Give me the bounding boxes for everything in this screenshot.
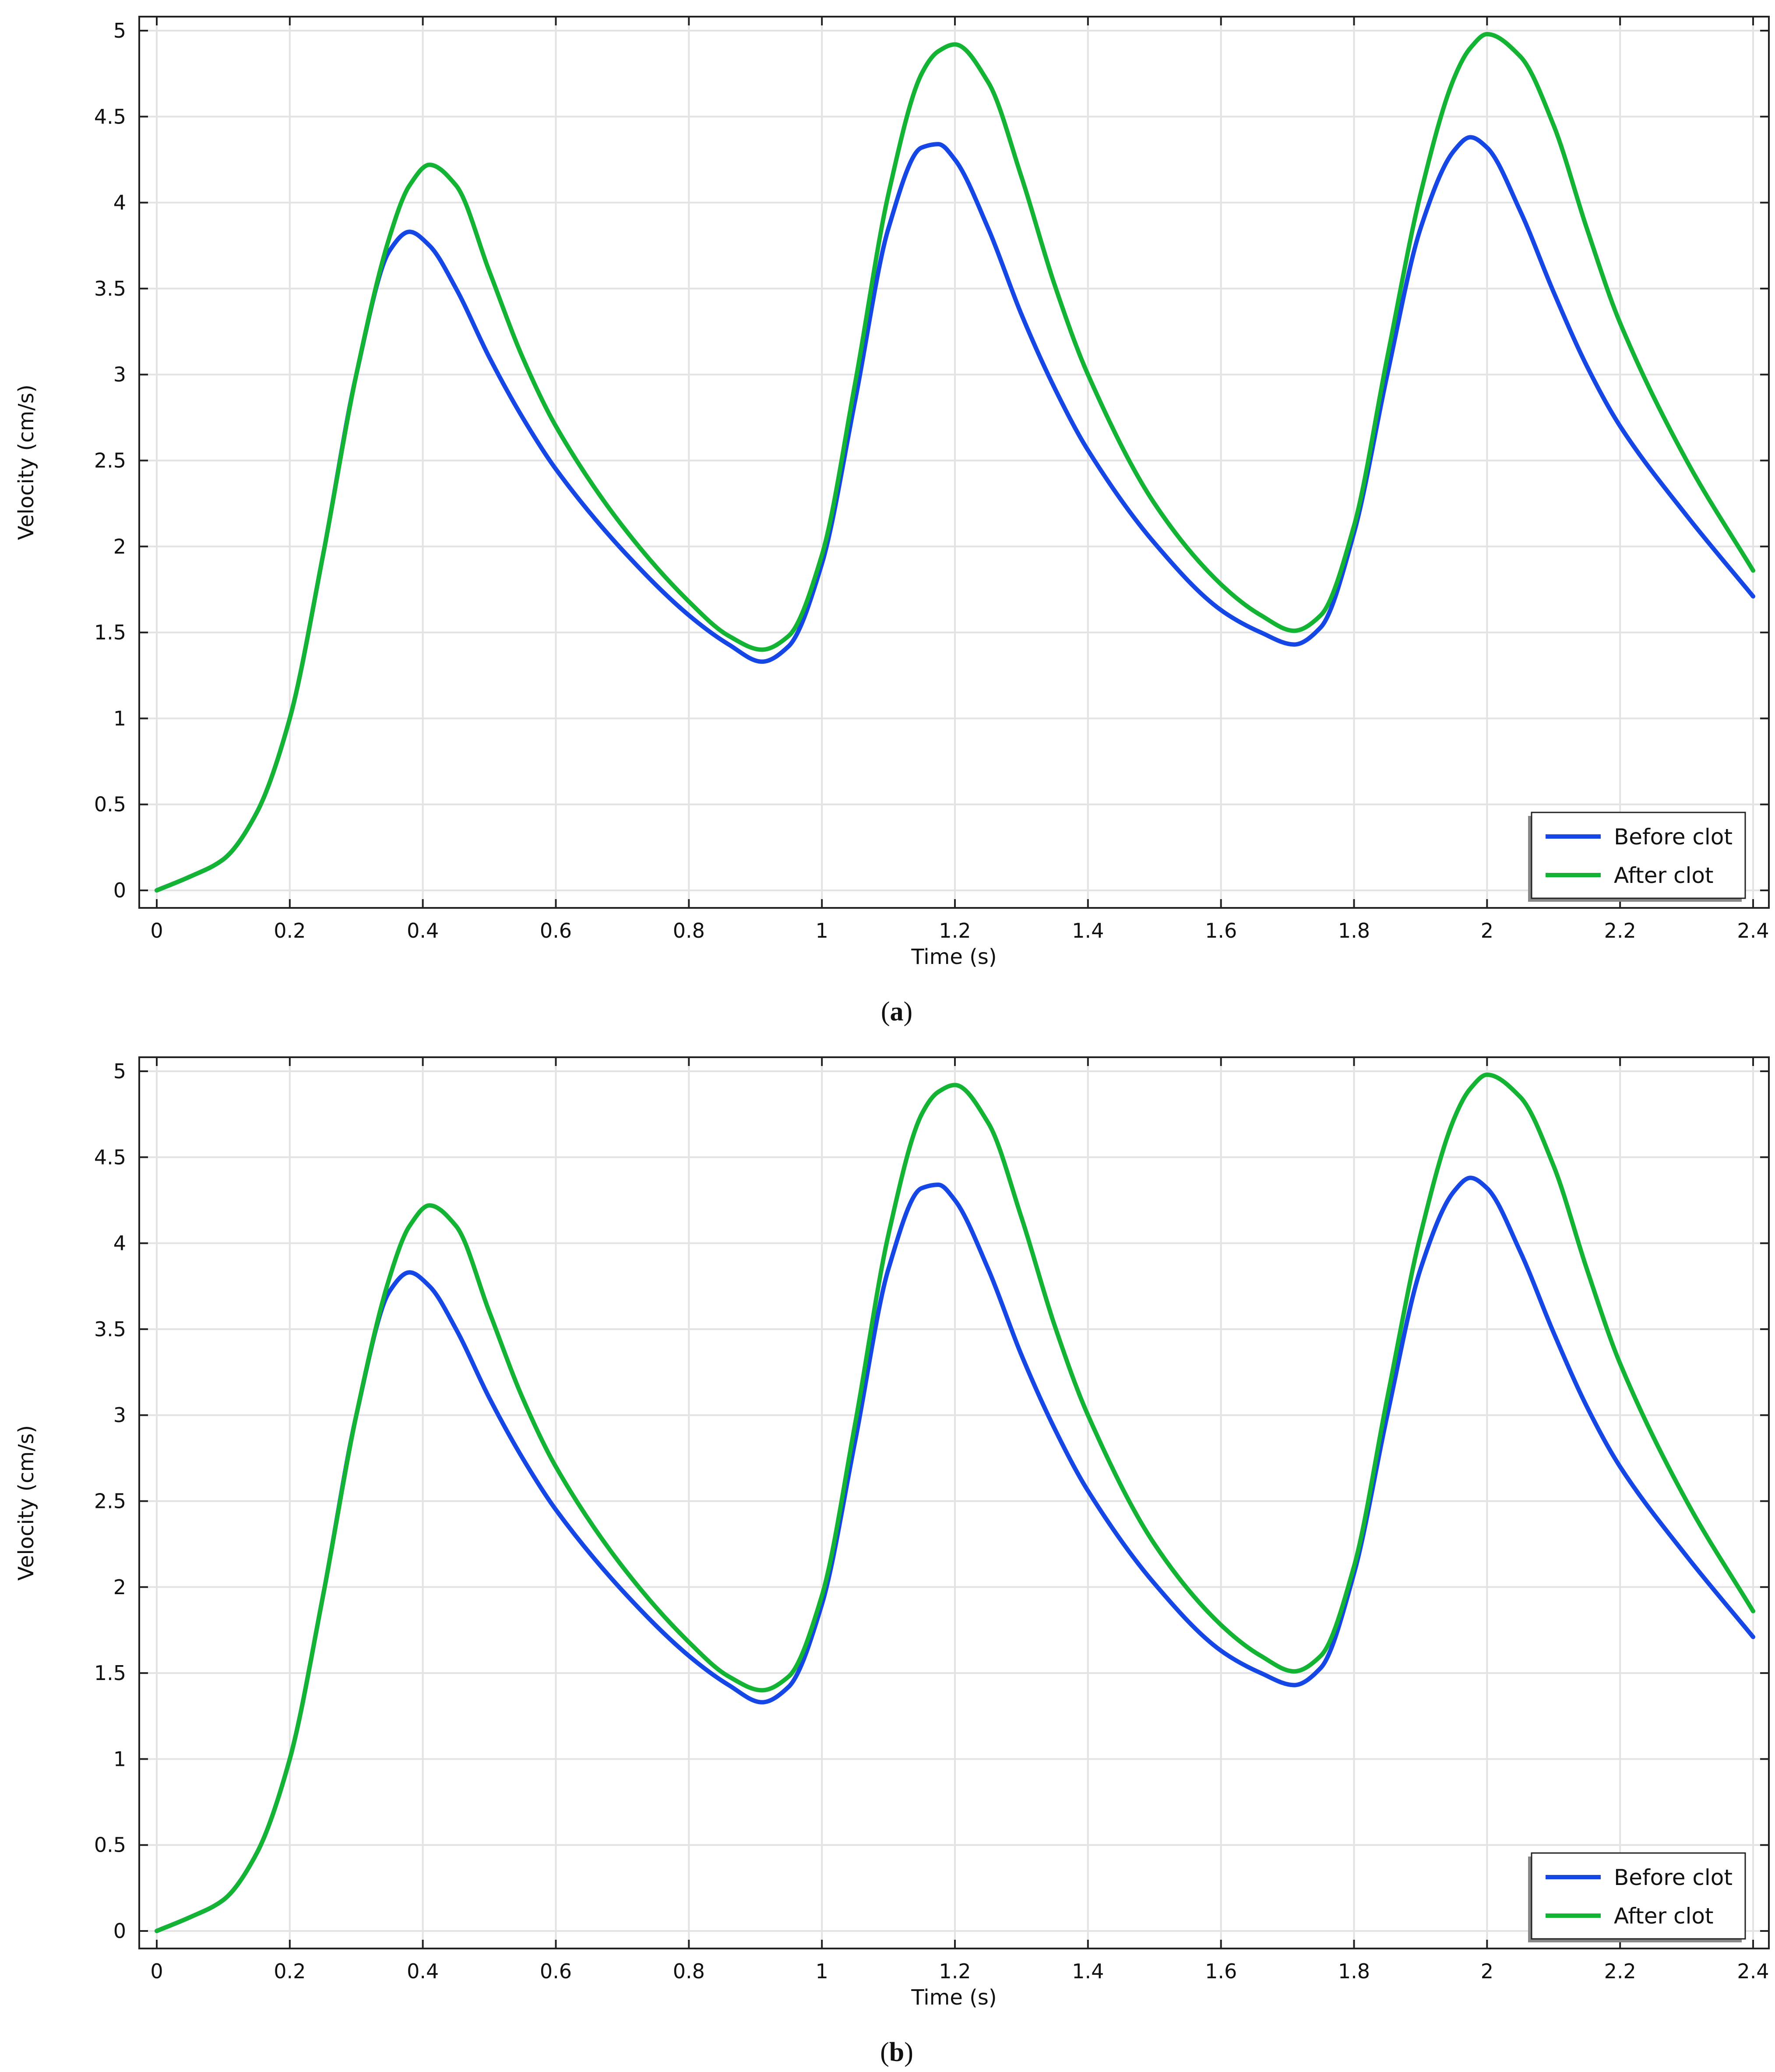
x-tick-label: 1.6 [1205, 1959, 1237, 1983]
panel-caption: (b) [880, 2037, 913, 2067]
x-tick-label: 1 [816, 919, 828, 942]
legend-box [1531, 1852, 1746, 1940]
y-tick-label: 3 [113, 1403, 126, 1427]
x-tick-label: 1.4 [1072, 1959, 1104, 1983]
x-tick-label: 0.6 [540, 1959, 572, 1983]
legend-box [1531, 812, 1746, 899]
y-tick-label: 5 [113, 1059, 126, 1083]
y-tick-label: 3.5 [94, 277, 126, 300]
x-tick-label: 0.6 [540, 919, 572, 942]
x-tick-label: 1.6 [1205, 919, 1237, 942]
x-tick-label: 2.2 [1604, 1959, 1636, 1983]
caption-close-paren: ) [904, 2037, 913, 2067]
y-tick-label: 1.5 [94, 621, 126, 644]
x-tick-label: 2 [1481, 1959, 1493, 1983]
y-tick-label: 0.5 [94, 793, 126, 816]
x-tick-label: 1 [816, 1959, 828, 1983]
x-tick-label: 1.8 [1338, 1959, 1370, 1983]
x-tick-label: 2.4 [1737, 1959, 1769, 1983]
x-tick-label: 0.2 [274, 1959, 306, 1983]
x-tick-label: 2.2 [1604, 919, 1636, 942]
y-tick-label: 2.5 [94, 449, 126, 473]
y-tick-label: 2.5 [94, 1490, 126, 1513]
x-tick-label: 1.2 [939, 919, 971, 942]
series-line-after-clot [155, 32, 1755, 893]
x-tick-label: 2 [1481, 919, 1493, 942]
y-tick-label: 5 [113, 19, 126, 42]
y-axis-title: Velocity (cm/s) [14, 385, 39, 540]
x-tick-label: 0.4 [407, 1959, 439, 1983]
x-tick-label: 2.4 [1737, 919, 1769, 942]
x-tick-label: 1.2 [939, 1959, 971, 1983]
caption-close-paren: ) [904, 997, 913, 1027]
caption-open-paren: ( [880, 2037, 889, 2067]
legend-label-before-clot: Before clot [1614, 1865, 1733, 1890]
legend-label-after-clot: After clot [1614, 1903, 1714, 1929]
x-tick-label: 0.8 [673, 1959, 705, 1983]
x-tick-label: 0.4 [407, 919, 439, 942]
y-tick-label: 3 [113, 363, 126, 386]
y-tick-label: 4 [113, 191, 126, 215]
chart-panel-a: 0 0.2 0.4 0.6 0.8 1 1.2 1.4 1.6 1.8 2 2.2 2.4 0 0.5 1 1.… [14, 16, 1770, 1027]
x-tick-label: 0 [150, 1959, 163, 1983]
chart-panel-b: 0 0.2 0.4 0.6 0.8 1 1.2 1.4 1.6 1.8 2 2.2 2.4 0 0.5 1 1.… [14, 1056, 1770, 2067]
x-tick-label: 0 [150, 919, 163, 942]
legend-label-after-clot: After clot [1614, 863, 1714, 888]
y-tick-label: 0 [113, 1919, 126, 1943]
x-tick-label: 1.8 [1338, 919, 1370, 942]
x-tick-label: 0.8 [673, 919, 705, 942]
y-tick-label: 4 [113, 1232, 126, 1255]
x-axis-title: Time (s) [911, 945, 997, 969]
y-tick-label: 1 [113, 706, 126, 730]
caption-open-paren: ( [881, 997, 890, 1027]
caption-letter: a [890, 997, 904, 1027]
x-tick-label: 0.2 [274, 919, 306, 942]
legend-label-before-clot: Before clot [1614, 824, 1733, 850]
x-tick-label: 1.4 [1072, 919, 1104, 942]
caption-letter: b [889, 2037, 904, 2067]
y-tick-label: 3.5 [94, 1317, 126, 1341]
y-tick-label: 1 [113, 1747, 126, 1771]
x-axis-title: Time (s) [911, 1985, 997, 2010]
y-tick-label: 2 [113, 535, 126, 558]
series-line-after-clot [155, 1072, 1755, 1933]
y-axis-title: Velocity (cm/s) [14, 1425, 39, 1581]
panel-caption: (a) [881, 997, 912, 1027]
y-tick-label: 4.5 [94, 1145, 126, 1169]
y-tick-label: 1.5 [94, 1661, 126, 1685]
y-tick-label: 4.5 [94, 105, 126, 128]
y-tick-label: 0 [113, 879, 126, 902]
y-tick-label: 2 [113, 1575, 126, 1599]
y-tick-label: 0.5 [94, 1833, 126, 1857]
